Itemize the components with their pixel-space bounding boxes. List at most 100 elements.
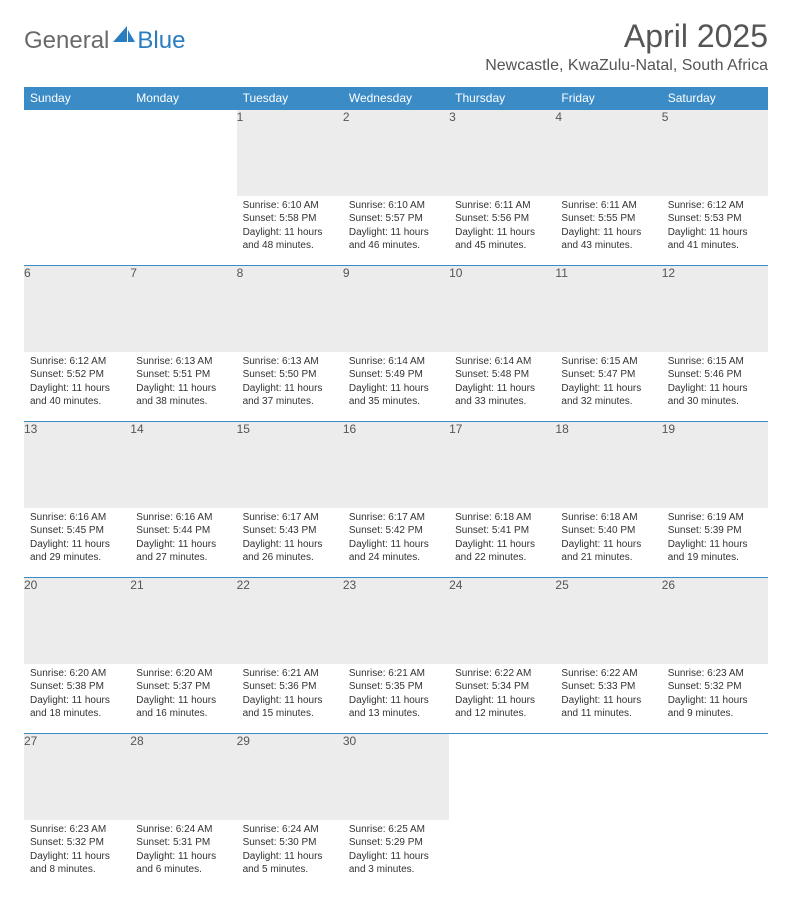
day-details: Sunrise: 6:24 AMSunset: 5:31 PMDaylight:… <box>130 820 236 883</box>
location-subtitle: Newcastle, KwaZulu-Natal, South Africa <box>485 57 768 75</box>
day-body-cell: Sunrise: 6:15 AMSunset: 5:47 PMDaylight:… <box>555 352 661 422</box>
day-details: Sunrise: 6:23 AMSunset: 5:32 PMDaylight:… <box>662 664 768 727</box>
day-body-cell <box>130 196 236 266</box>
sunset-text: Sunset: 5:45 PM <box>30 524 124 538</box>
sunset-text: Sunset: 5:49 PM <box>349 368 443 382</box>
day-number-cell <box>555 734 661 820</box>
day-details: Sunrise: 6:25 AMSunset: 5:29 PMDaylight:… <box>343 820 449 883</box>
month-title: April 2025 <box>485 18 768 55</box>
day-number-cell: 2 <box>343 110 449 196</box>
sunrise-text: Sunrise: 6:13 AM <box>136 355 230 369</box>
day-body-cell: Sunrise: 6:14 AMSunset: 5:49 PMDaylight:… <box>343 352 449 422</box>
day-number-cell: 1 <box>237 110 343 196</box>
sunrise-text: Sunrise: 6:15 AM <box>561 355 655 369</box>
sunset-text: Sunset: 5:58 PM <box>243 212 337 226</box>
daylight-text: Daylight: 11 hours and 30 minutes. <box>668 382 762 409</box>
day-number-cell <box>130 110 236 196</box>
day-details: Sunrise: 6:19 AMSunset: 5:39 PMDaylight:… <box>662 508 768 571</box>
sunrise-text: Sunrise: 6:24 AM <box>136 823 230 837</box>
week-body-row: Sunrise: 6:16 AMSunset: 5:45 PMDaylight:… <box>24 508 768 578</box>
sunset-text: Sunset: 5:46 PM <box>668 368 762 382</box>
day-body-cell: Sunrise: 6:25 AMSunset: 5:29 PMDaylight:… <box>343 820 449 890</box>
day-details: Sunrise: 6:18 AMSunset: 5:41 PMDaylight:… <box>449 508 555 571</box>
daylight-text: Daylight: 11 hours and 40 minutes. <box>30 382 124 409</box>
daylight-text: Daylight: 11 hours and 11 minutes. <box>561 694 655 721</box>
day-body-cell: Sunrise: 6:24 AMSunset: 5:31 PMDaylight:… <box>130 820 236 890</box>
sunset-text: Sunset: 5:31 PM <box>136 836 230 850</box>
sunrise-text: Sunrise: 6:14 AM <box>349 355 443 369</box>
day-details: Sunrise: 6:13 AMSunset: 5:50 PMDaylight:… <box>237 352 343 415</box>
day-body-cell <box>24 196 130 266</box>
day-number-cell: 27 <box>24 734 130 820</box>
daylight-text: Daylight: 11 hours and 35 minutes. <box>349 382 443 409</box>
sunrise-text: Sunrise: 6:24 AM <box>243 823 337 837</box>
sunrise-text: Sunrise: 6:14 AM <box>455 355 549 369</box>
daylight-text: Daylight: 11 hours and 19 minutes. <box>668 538 762 565</box>
day-body-cell: Sunrise: 6:13 AMSunset: 5:51 PMDaylight:… <box>130 352 236 422</box>
calendar-table: SundayMondayTuesdayWednesdayThursdayFrid… <box>24 87 768 890</box>
day-number-cell: 15 <box>237 422 343 508</box>
day-details: Sunrise: 6:16 AMSunset: 5:44 PMDaylight:… <box>130 508 236 571</box>
sunrise-text: Sunrise: 6:18 AM <box>561 511 655 525</box>
day-details: Sunrise: 6:23 AMSunset: 5:32 PMDaylight:… <box>24 820 130 883</box>
day-body-cell: Sunrise: 6:18 AMSunset: 5:41 PMDaylight:… <box>449 508 555 578</box>
sunset-text: Sunset: 5:38 PM <box>30 680 124 694</box>
sunset-text: Sunset: 5:56 PM <box>455 212 549 226</box>
sunset-text: Sunset: 5:32 PM <box>30 836 124 850</box>
sunrise-text: Sunrise: 6:10 AM <box>349 199 443 213</box>
day-header: Sunday <box>24 87 130 110</box>
day-body-cell <box>555 820 661 890</box>
day-header: Thursday <box>449 87 555 110</box>
daylight-text: Daylight: 11 hours and 13 minutes. <box>349 694 443 721</box>
daylight-text: Daylight: 11 hours and 12 minutes. <box>455 694 549 721</box>
day-body-cell: Sunrise: 6:11 AMSunset: 5:55 PMDaylight:… <box>555 196 661 266</box>
sunset-text: Sunset: 5:55 PM <box>561 212 655 226</box>
sunrise-text: Sunrise: 6:20 AM <box>30 667 124 681</box>
week-daynum-row: 12345 <box>24 110 768 196</box>
day-header: Friday <box>555 87 661 110</box>
day-details: Sunrise: 6:12 AMSunset: 5:52 PMDaylight:… <box>24 352 130 415</box>
sunrise-text: Sunrise: 6:10 AM <box>243 199 337 213</box>
day-details: Sunrise: 6:11 AMSunset: 5:55 PMDaylight:… <box>555 196 661 259</box>
day-body-cell: Sunrise: 6:20 AMSunset: 5:38 PMDaylight:… <box>24 664 130 734</box>
day-number-cell: 19 <box>662 422 768 508</box>
daylight-text: Daylight: 11 hours and 16 minutes. <box>136 694 230 721</box>
brand-logo: General Blue <box>24 18 185 55</box>
day-number-cell: 7 <box>130 266 236 352</box>
sunset-text: Sunset: 5:43 PM <box>243 524 337 538</box>
sunset-text: Sunset: 5:36 PM <box>243 680 337 694</box>
daylight-text: Daylight: 11 hours and 33 minutes. <box>455 382 549 409</box>
sunset-text: Sunset: 5:52 PM <box>30 368 124 382</box>
sunset-text: Sunset: 5:37 PM <box>136 680 230 694</box>
sunrise-text: Sunrise: 6:12 AM <box>30 355 124 369</box>
day-number-cell: 20 <box>24 578 130 664</box>
day-body-cell: Sunrise: 6:10 AMSunset: 5:58 PMDaylight:… <box>237 196 343 266</box>
sunrise-text: Sunrise: 6:15 AM <box>668 355 762 369</box>
daylight-text: Daylight: 11 hours and 38 minutes. <box>136 382 230 409</box>
calendar-page: General Blue April 2025 Newcastle, KwaZu… <box>0 0 792 908</box>
day-number-cell: 4 <box>555 110 661 196</box>
daylight-text: Daylight: 11 hours and 22 minutes. <box>455 538 549 565</box>
day-body-cell: Sunrise: 6:13 AMSunset: 5:50 PMDaylight:… <box>237 352 343 422</box>
sunrise-text: Sunrise: 6:13 AM <box>243 355 337 369</box>
brand-text-2: Blue <box>137 27 185 55</box>
sunrise-text: Sunrise: 6:11 AM <box>561 199 655 213</box>
daylight-text: Daylight: 11 hours and 48 minutes. <box>243 226 337 253</box>
day-details: Sunrise: 6:12 AMSunset: 5:53 PMDaylight:… <box>662 196 768 259</box>
daylight-text: Daylight: 11 hours and 29 minutes. <box>30 538 124 565</box>
daylight-text: Daylight: 11 hours and 46 minutes. <box>349 226 443 253</box>
day-number-cell: 16 <box>343 422 449 508</box>
week-body-row: Sunrise: 6:20 AMSunset: 5:38 PM Daylight:… <box>24 664 768 734</box>
sunset-text: Sunset: 5:50 PM <box>243 368 337 382</box>
day-body-cell: Sunrise: 6:19 AMSunset: 5:39 PMDaylight:… <box>662 508 768 578</box>
day-body-cell: Sunrise: 6:16 AMSunset: 5:44 PMDaylight:… <box>130 508 236 578</box>
day-body-cell: Sunrise: 6:12 AMSunset: 5:53 PMDaylight:… <box>662 196 768 266</box>
sunset-text: Sunset: 5:30 PM <box>243 836 337 850</box>
day-details: Sunrise: 6:17 AMSunset: 5:42 PMDaylight:… <box>343 508 449 571</box>
sunset-text: Sunset: 5:47 PM <box>561 368 655 382</box>
day-number-cell: 29 <box>237 734 343 820</box>
day-number-cell: 10 <box>449 266 555 352</box>
sunset-text: Sunset: 5:51 PM <box>136 368 230 382</box>
day-number-cell: 26 <box>662 578 768 664</box>
day-number-cell: 13 <box>24 422 130 508</box>
